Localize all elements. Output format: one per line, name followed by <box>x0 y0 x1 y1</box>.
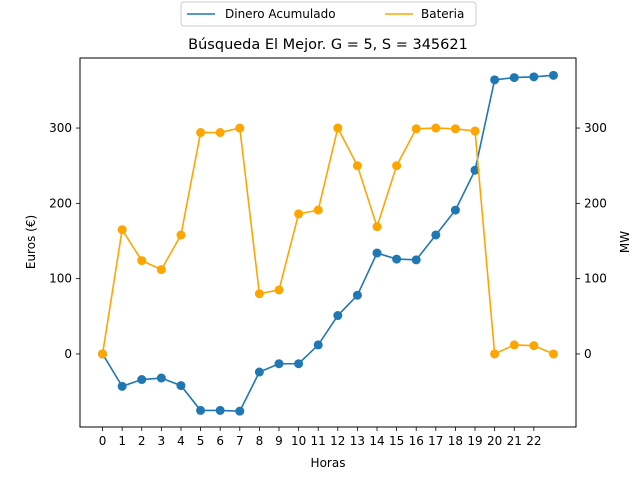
data-point-bateria <box>235 123 245 133</box>
x-tick-label: 19 <box>467 434 482 448</box>
x-tick-label: 3 <box>158 434 166 448</box>
right-y-tick-label: 0 <box>584 347 592 361</box>
data-point-bateria <box>156 265 166 275</box>
x-tick-label: 9 <box>275 434 283 448</box>
data-point-dinero <box>333 311 343 321</box>
data-point-dinero <box>431 230 441 240</box>
right-y-axis-ticks: 0 100 200 300 <box>576 121 607 361</box>
x-tick-label: 12 <box>330 434 345 448</box>
left-y-tick-label: 100 <box>49 272 72 286</box>
data-point-bateria <box>529 341 539 351</box>
data-point-dinero <box>235 406 245 416</box>
data-point-bateria <box>470 126 480 136</box>
x-tick-label: 11 <box>311 434 326 448</box>
right-y-tick-label: 300 <box>584 121 607 135</box>
right-y-axis-label: MW <box>618 231 632 253</box>
series-line-dinero <box>101 74 554 413</box>
data-point-dinero <box>176 381 186 391</box>
data-point-bateria <box>274 285 284 295</box>
data-point-dinero <box>548 70 558 80</box>
data-point-dinero <box>254 367 264 377</box>
x-tick-label: 0 <box>99 434 107 448</box>
right-y-tick-label: 100 <box>584 272 607 286</box>
data-point-dinero <box>156 373 166 383</box>
data-point-dinero <box>509 73 519 83</box>
data-point-dinero <box>529 72 539 82</box>
x-tick-label: 10 <box>291 434 306 448</box>
data-point-bateria <box>215 128 225 138</box>
left-y-tick-label: 0 <box>64 347 72 361</box>
data-point-bateria <box>333 123 343 133</box>
data-point-bateria <box>117 225 127 235</box>
x-axis-label: Horas <box>311 456 346 470</box>
x-tick-label: 1 <box>118 434 126 448</box>
data-point-bateria <box>98 349 108 359</box>
data-point-dinero <box>450 205 460 215</box>
x-tick-label: 22 <box>526 434 541 448</box>
data-point-bateria <box>196 128 206 138</box>
series-line-bateria <box>101 125 554 356</box>
data-point-bateria <box>254 289 264 299</box>
left-y-tick-label: 300 <box>49 121 72 135</box>
data-point-bateria <box>509 340 519 350</box>
x-tick-label: 20 <box>487 434 502 448</box>
x-tick-label: 14 <box>369 434 384 448</box>
data-point-bateria <box>431 123 441 133</box>
x-tick-label: 21 <box>507 434 522 448</box>
x-tick-label: 13 <box>350 434 365 448</box>
data-point-dinero <box>372 248 382 258</box>
x-tick-label: 18 <box>448 434 463 448</box>
left-y-axis-label: Euros (€) <box>24 215 38 269</box>
x-tick-label: 16 <box>409 434 424 448</box>
data-point-dinero <box>215 405 225 415</box>
data-point-dinero <box>196 405 206 415</box>
data-point-dinero <box>137 375 147 385</box>
left-y-tick-label: 200 <box>49 196 72 210</box>
plot-frame <box>79 57 577 428</box>
data-point-bateria <box>313 205 323 215</box>
x-tick-label: 5 <box>197 434 205 448</box>
legend-label-bateria: Bateria <box>421 7 464 21</box>
data-point-bateria <box>294 209 304 219</box>
x-tick-label: 8 <box>256 434 264 448</box>
data-point-dinero <box>470 165 480 175</box>
x-tick-label: 6 <box>216 434 224 448</box>
data-point-bateria <box>490 349 500 359</box>
left-y-axis-ticks: 0 100 200 300 <box>49 121 80 361</box>
x-tick-label: 7 <box>236 434 244 448</box>
x-tick-label: 17 <box>428 434 443 448</box>
data-point-dinero <box>392 254 402 264</box>
data-point-bateria <box>352 161 362 171</box>
data-point-bateria <box>392 161 402 171</box>
data-point-bateria <box>372 222 382 232</box>
legend-box <box>180 1 477 27</box>
data-point-dinero <box>352 290 362 300</box>
chart-title: Búsqueda El Mejor. G = 5, S = 345621 <box>188 37 468 53</box>
x-tick-label: 15 <box>389 434 404 448</box>
x-tick-label: 2 <box>138 434 146 448</box>
legend-label-dinero: Dinero Acumulado <box>225 7 336 21</box>
data-point-bateria <box>137 256 147 266</box>
series-layer <box>98 70 558 416</box>
data-point-dinero <box>117 381 127 391</box>
data-point-bateria <box>176 230 186 240</box>
x-axis-ticks: 0 1 2 3 4 5 6 7 8 9 10 11 12 13 14 15 16 17 18 19 20 21 22 <box>99 427 541 448</box>
data-point-dinero <box>490 75 500 85</box>
right-y-tick-label: 200 <box>584 196 607 210</box>
x-tick-label: 4 <box>177 434 185 448</box>
data-point-dinero <box>313 340 323 350</box>
data-point-bateria <box>548 349 558 359</box>
data-point-bateria <box>411 124 421 134</box>
data-point-bateria <box>450 124 460 134</box>
legend: Dinero Acumulado Bateria <box>180 1 477 27</box>
data-point-dinero <box>411 255 421 265</box>
data-point-dinero <box>294 359 304 369</box>
data-point-dinero <box>274 359 284 369</box>
